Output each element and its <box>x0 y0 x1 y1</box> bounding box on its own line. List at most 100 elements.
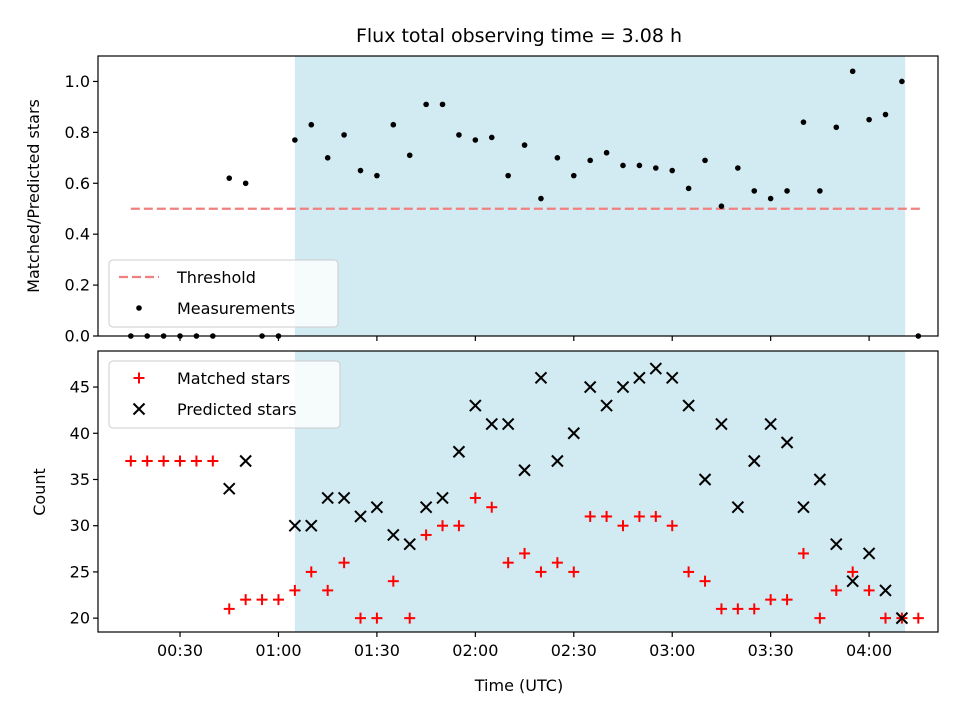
x-tick-label: 02:30 <box>551 641 597 660</box>
data-point-predicted <box>403 537 416 551</box>
data-point-predicted <box>337 491 351 505</box>
plot-frame <box>97 55 939 337</box>
data-point-matched <box>469 492 481 504</box>
y-tick-label: 0.0 <box>65 327 90 346</box>
data-point <box>456 132 462 138</box>
data-point <box>603 149 610 156</box>
data-point <box>653 165 659 171</box>
y-tick-label: 1.0 <box>65 72 90 91</box>
data-point-matched <box>584 510 596 522</box>
data-point-matched <box>338 557 350 569</box>
chart-title: Flux total observing time = 3.08 h <box>356 25 682 47</box>
data-point-matched <box>617 520 629 532</box>
data-point-matched <box>387 575 399 587</box>
data-point-matched <box>863 584 875 596</box>
data-point-matched <box>912 612 924 624</box>
data-point-predicted <box>518 464 531 477</box>
data-point <box>620 162 626 169</box>
data-point-predicted <box>321 491 334 505</box>
y-tick-label: 30 <box>70 516 90 535</box>
y-tick-label: 0.4 <box>65 225 90 244</box>
data-point-matched <box>732 603 744 615</box>
data-point-matched <box>568 566 580 578</box>
data-point <box>308 121 315 128</box>
legend-label: Measurements <box>177 299 295 318</box>
data-point <box>882 111 889 118</box>
data-point-predicted <box>649 362 663 375</box>
data-point <box>800 119 807 125</box>
legend: Threshold Measurements <box>108 259 339 328</box>
highlight-span <box>294 56 906 336</box>
data-point <box>751 188 758 194</box>
data-point-matched <box>535 566 547 578</box>
data-point <box>538 195 544 202</box>
data-point-predicted <box>387 528 400 542</box>
data-point-matched <box>305 566 317 578</box>
data-point-predicted <box>305 519 318 532</box>
data-point-predicted <box>748 454 761 468</box>
x-axis-label: Time (UTC) <box>474 676 563 695</box>
data-point <box>849 68 856 75</box>
highlight-span <box>294 351 906 632</box>
data-point-matched <box>847 566 859 578</box>
data-point-matched <box>797 547 809 559</box>
data-point <box>439 101 446 108</box>
data-point-predicted <box>616 380 630 394</box>
data-point <box>767 195 774 202</box>
data-point-predicted <box>731 501 745 514</box>
data-point-matched <box>683 566 695 578</box>
data-point-matched <box>715 603 727 615</box>
data-point <box>505 172 511 179</box>
data-point-matched <box>601 510 613 522</box>
data-point-predicted <box>862 547 876 560</box>
data-point-predicted <box>682 399 695 412</box>
data-point <box>669 167 676 174</box>
y-tick-label: 0.2 <box>65 276 90 295</box>
data-point-matched <box>519 547 531 559</box>
data-point <box>685 185 692 192</box>
plot-frame <box>97 350 939 633</box>
y-tick-label: 25 <box>70 562 90 581</box>
legend-dot-swatch <box>136 305 142 311</box>
data-point-matched <box>322 584 334 596</box>
data-point-predicted <box>419 501 433 514</box>
data-point-matched <box>404 612 416 624</box>
data-point-predicted <box>780 436 794 449</box>
data-point-matched <box>190 455 202 467</box>
data-point-matched <box>453 520 465 532</box>
data-point <box>702 157 708 164</box>
data-point-matched <box>420 529 432 541</box>
x-tick-label: 03:30 <box>748 641 794 660</box>
data-point <box>554 155 561 161</box>
top-y-axis-label: Matched/Predicted stars <box>24 99 43 293</box>
legend-label: Matched stars <box>177 369 290 388</box>
data-point-predicted <box>895 611 909 625</box>
data-point-predicted <box>534 371 548 385</box>
data-point <box>292 137 298 143</box>
y-tick-label: 35 <box>70 470 90 489</box>
data-point-matched <box>371 612 383 624</box>
y-tick-label: 0.8 <box>65 123 90 142</box>
data-point-predicted <box>436 491 449 505</box>
legend-box <box>108 360 341 429</box>
data-point-matched <box>207 455 219 467</box>
data-point-matched <box>666 520 678 532</box>
data-point-matched <box>240 594 252 606</box>
x-tick-label: 02:00 <box>452 641 498 660</box>
data-point-predicted <box>846 574 859 588</box>
data-point-predicted <box>469 399 482 412</box>
data-point <box>833 124 840 131</box>
data-point-matched <box>174 455 186 467</box>
data-point-matched <box>141 455 153 467</box>
y-tick-label: 40 <box>70 424 90 443</box>
data-point-matched <box>223 603 235 615</box>
data-point-predicted <box>551 454 564 468</box>
data-point-predicted <box>764 417 777 431</box>
data-point <box>636 162 643 169</box>
data-point-matched <box>765 594 777 606</box>
x-tick-label: 01:00 <box>255 641 301 660</box>
data-point-predicted <box>288 519 302 532</box>
data-point <box>341 132 347 138</box>
data-point-predicted <box>239 454 252 468</box>
